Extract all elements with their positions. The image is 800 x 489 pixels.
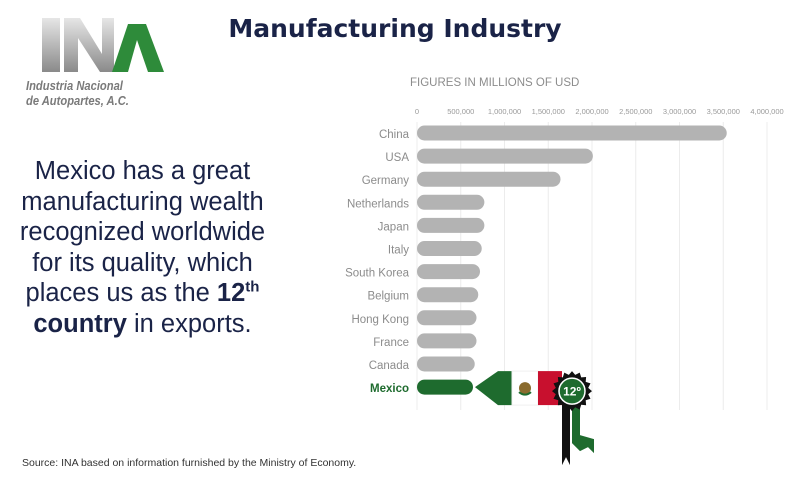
ribbon-tail-right (572, 395, 594, 454)
flag-green-stripe (475, 371, 512, 406)
x-tick-label: 0 (415, 107, 419, 116)
bar-italy (417, 241, 482, 256)
chart-title: FIGURES IN MILLIONS OF USD (410, 77, 579, 89)
ribbon-tail-left (562, 395, 570, 466)
category-label: South Korea (345, 268, 410, 280)
bar-china (417, 125, 727, 141)
logo-text: Industria Nacional de Autopartes, A.C. (26, 78, 172, 108)
x-tick-label: 1,000,000 (488, 107, 521, 116)
bar-germany (417, 171, 561, 187)
intro-rank-suffix: th (245, 278, 260, 296)
logo-letter-n (64, 18, 114, 72)
bar-usa (417, 148, 593, 164)
bar-japan (417, 217, 485, 233)
source-note: Source: INA based on information furnish… (22, 457, 357, 469)
category-label: Netherlands (347, 198, 409, 210)
rank-badge-text: 12º (563, 385, 581, 399)
exports-bar-chart: FIGURES IN MILLIONS OF USD 0 500,000 1,000,… (345, 77, 784, 466)
intro-paragraph: Mexico has a great manufacturing wealth … (10, 156, 275, 339)
bar-belgium (417, 287, 479, 303)
intro-country-word: country (33, 309, 127, 338)
bar-hong-kong (417, 310, 477, 326)
flag-emblem-icon (519, 382, 531, 395)
x-tick-label: 500,000 (447, 107, 474, 116)
bar-france (417, 333, 477, 349)
logo-letter-a (112, 24, 164, 72)
category-label: Hong Kong (351, 314, 409, 326)
category-label: Belgium (367, 291, 409, 303)
x-tick-label: 4,000,000 (750, 107, 783, 116)
intro-rank-number: 12 (216, 279, 246, 307)
category-label: Canada (369, 360, 410, 372)
logo-letter-i (42, 18, 60, 72)
logo-text-line2: de Autopartes, A.C. (26, 93, 129, 108)
category-label: Mexico (370, 383, 409, 395)
rosette-inner-circle (558, 377, 586, 405)
ina-logo (42, 18, 164, 72)
page-title: Manufacturing Industry (228, 14, 562, 43)
x-tick-label: 3,000,000 (663, 107, 696, 116)
bar-canada (417, 356, 475, 372)
bar-south-korea (417, 264, 480, 280)
x-tick-label: 2,500,000 (619, 107, 652, 116)
category-label: Germany (362, 175, 410, 187)
intro-text-before: Mexico has a great manufacturing wealth … (19, 157, 266, 307)
x-tick-label: 2,000,000 (575, 107, 608, 116)
bar-netherlands (417, 194, 485, 210)
flag-emblem-wreath-icon (518, 391, 532, 396)
x-tick-label: 3,500,000 (707, 107, 740, 116)
category-label: USA (385, 152, 409, 164)
category-label: France (373, 337, 409, 349)
x-tick-label: 1,500,000 (532, 107, 565, 116)
category-label: Japan (378, 221, 409, 233)
bar-mexico (417, 379, 473, 395)
category-label: China (379, 129, 410, 141)
intro-text-after: in exports. (126, 309, 252, 338)
logo-text-line1: Industria Nacional (26, 78, 123, 93)
category-label: Italy (388, 245, 409, 257)
